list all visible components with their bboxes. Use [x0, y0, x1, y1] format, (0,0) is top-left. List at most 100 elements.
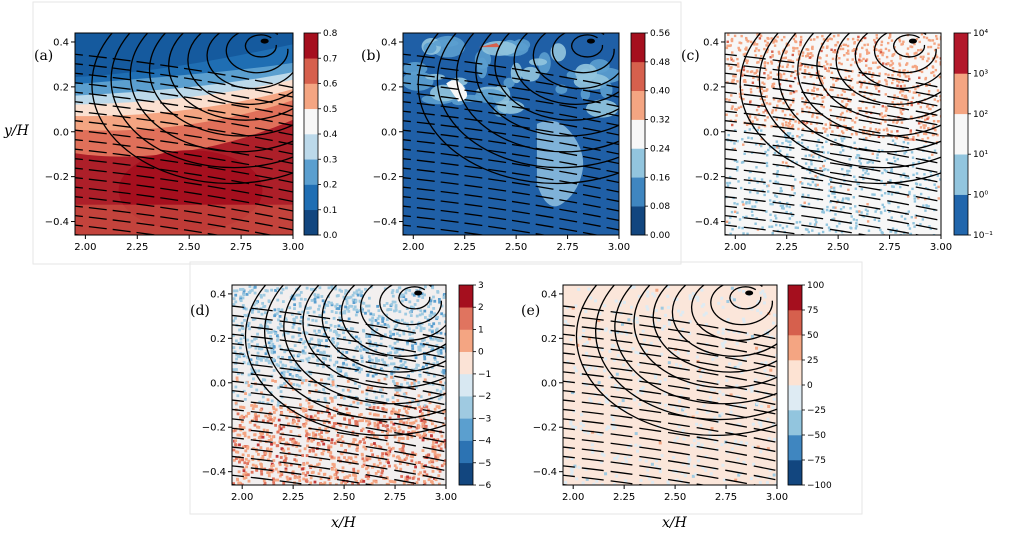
colorbar-segment	[788, 410, 802, 436]
colorbar-tick-label: 25	[807, 356, 818, 366]
y-tick-label: 0.2	[703, 82, 719, 93]
colorbar-segment	[459, 418, 473, 441]
x-tick-label: 2.50	[664, 492, 686, 503]
colorbar-segment	[304, 33, 318, 59]
y-tick-label: −0.4	[373, 217, 397, 228]
x-tick-label: 2.75	[384, 492, 406, 503]
y-tick-label: −0.4	[533, 467, 557, 478]
y-tick-label: −0.4	[202, 467, 226, 478]
colorbar-tick-label: 10⁴	[973, 29, 988, 39]
colorbar-segment	[304, 108, 318, 135]
y-tick-label: 0.4	[53, 37, 69, 48]
x-tick-label: 3.00	[608, 242, 630, 253]
y-tick-label: 0.0	[53, 127, 69, 138]
colorbar-tick-label: 1	[478, 325, 484, 335]
y-tick-label: 0.2	[541, 334, 557, 345]
x-axis-label-left: x/H	[331, 515, 357, 531]
colorbar-segment	[954, 73, 968, 115]
colorbar-segment	[788, 460, 802, 486]
colorbar-segment	[954, 33, 968, 74]
colorbar-tick-label: 0.32	[650, 116, 670, 126]
colorbar-segment	[788, 285, 802, 311]
colorbar: 3 2 1 0 −1 −2 −3 −4 −5 −6	[458, 281, 492, 491]
colorbar-tick-label: 0	[807, 381, 813, 391]
streamlines	[75, 33, 293, 235]
colorbar-tick-label: 0.6	[323, 80, 338, 90]
colorbar-segment	[631, 90, 645, 120]
colorbar-segment	[459, 440, 473, 464]
y-tick-label: 0.0	[381, 127, 397, 138]
colorbar-segment	[954, 194, 968, 236]
colorbar-tick-label: 10²	[973, 110, 988, 120]
colorbar-segment	[459, 351, 473, 375]
y-tick-label: 0.4	[381, 37, 397, 48]
colorbar-tick-label: −1	[478, 370, 491, 380]
x-tick-label: 2.25	[613, 492, 635, 503]
heatmap-field	[725, 33, 941, 235]
panel-label: (a)	[34, 48, 53, 64]
colorbar-segment	[304, 134, 318, 160]
y-tick-label: 0.2	[210, 334, 226, 345]
colorbar-tick-label: −100	[807, 481, 832, 491]
streamlines	[725, 33, 941, 235]
colorbar: 0.0 0.1 0.2 0.3 0.4 0.5 0.6 0.7 0.8	[303, 29, 338, 241]
colorbar-tick-label: 10⁻¹	[973, 231, 993, 241]
colorbar-tick-label: −2	[478, 392, 491, 402]
x-tick-label: 2.50	[178, 242, 200, 253]
colorbar-tick-label: 2	[478, 303, 484, 313]
colorbar-segment	[459, 307, 473, 330]
colorbar-tick-label: −50	[807, 431, 826, 441]
panel-e: 2.00 2.25 2.50 2.75 3.00 0.4 0.2 0.0 −0.2 −0.4 (e)…	[521, 281, 832, 503]
plot-frame	[562, 284, 778, 486]
colorbar-tick-label: −75	[807, 456, 826, 466]
colorbar: 0.00 0.08 0.16 0.24 0.32 0.40 0.48 0.56	[630, 29, 670, 241]
x-tick-label: 2.00	[402, 242, 424, 253]
colorbar-tick-label: 0.5	[323, 105, 337, 115]
x-tick-label: 2.75	[230, 242, 252, 253]
colorbar-segment	[459, 373, 473, 397]
x-tick-label: 2.25	[454, 242, 476, 253]
panel-label: (b)	[361, 48, 381, 64]
colorbar-tick-label: −5	[478, 459, 491, 469]
colorbar-tick-label: 3	[478, 281, 484, 291]
colorbar-segment	[304, 184, 318, 211]
colorbar-tick-label: 0.2	[323, 181, 337, 191]
colorbar-tick-label: 10¹	[973, 150, 988, 160]
plot-frame	[74, 32, 294, 236]
y-tick-label: −0.2	[202, 423, 226, 434]
panel-label: (c)	[681, 48, 700, 64]
x-tick-label: 2.50	[333, 492, 355, 503]
colorbar-segment	[304, 209, 318, 236]
y-tick-label: 0.0	[541, 378, 557, 389]
colorbar-segment	[304, 83, 318, 110]
colorbar-tick-label: 10⁰	[973, 191, 988, 201]
panel-d: 2.00 2.25 2.50 2.75 3.00 0.4 0.2 0.0 −0.2 −0.4 (d)…	[190, 281, 492, 503]
y-tick-label: 0.4	[703, 37, 719, 48]
colorbar-segment	[954, 113, 968, 155]
colorbar-tick-label: 0	[478, 348, 484, 358]
colorbar-tick-label: 0.24	[650, 144, 670, 154]
plot-frame	[402, 32, 620, 236]
y-tick-label: 0.4	[210, 289, 226, 300]
y-axis-label: y/H	[3, 123, 30, 139]
y-tick-label: −0.2	[373, 172, 397, 183]
colorbar-segment	[788, 335, 802, 361]
colorbar-tick-label: 0.4	[323, 130, 338, 140]
colorbar-segment	[631, 206, 645, 236]
colorbar-segment	[304, 159, 318, 185]
colorbar-tick-label: 0.1	[323, 206, 337, 216]
x-tick-label: 2.50	[505, 242, 527, 253]
x-tick-label: 2.75	[715, 492, 737, 503]
y-tick-label: 0.2	[381, 82, 397, 93]
plot-frame	[724, 32, 942, 236]
colorbar-tick-label: 0.8	[323, 29, 338, 39]
x-tick-label: 2.00	[562, 492, 584, 503]
y-tick-label: 0.4	[541, 289, 557, 300]
x-tick-label: 3.00	[435, 492, 457, 503]
x-tick-label: 2.25	[282, 492, 304, 503]
colorbar-segment	[788, 310, 802, 336]
x-tick-label: 2.25	[126, 242, 148, 253]
panel-a: 2.00 2.25 2.50 2.75 3.00 0.4 0.2 0.0 −0.2 −0.4 (a)…	[34, 29, 338, 253]
y-tick-label: −0.2	[695, 172, 719, 183]
